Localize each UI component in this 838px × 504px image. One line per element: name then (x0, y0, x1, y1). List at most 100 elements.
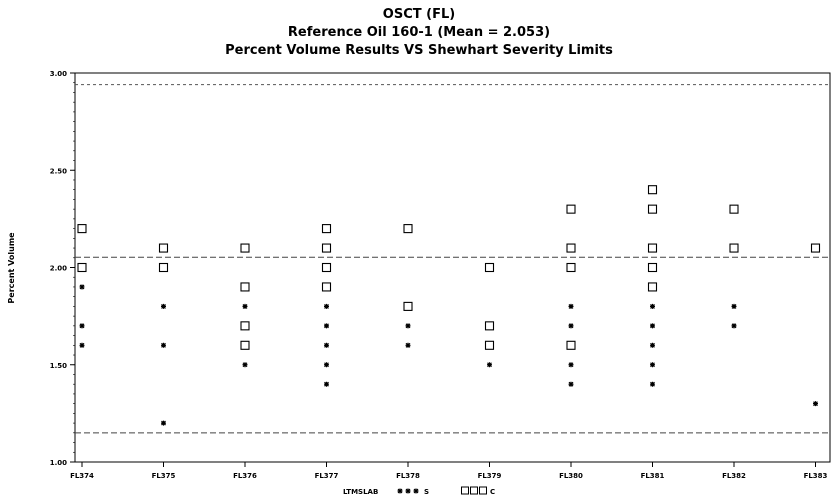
star-stroke (79, 284, 85, 290)
point-C (77, 224, 87, 234)
legend-star-symbol (413, 488, 419, 494)
star-stroke (324, 342, 329, 348)
point-C (647, 185, 658, 195)
point-C (77, 262, 87, 273)
point-C (729, 204, 739, 214)
point-C (810, 243, 821, 253)
star-stroke (650, 303, 655, 309)
chart-subtitle-2: Percent Volume Results VS Shewhart Sever… (225, 43, 613, 58)
x-tick-label: FL374 (70, 472, 94, 480)
x-tick-label: FL376 (233, 472, 257, 480)
star-stroke (487, 362, 492, 368)
x-tick-label: FL382 (722, 472, 746, 480)
y-axis-label: Percent Volume (7, 232, 16, 304)
reference-lines (75, 84, 830, 434)
plot-frame (74, 72, 831, 463)
x-tick-label: FL377 (315, 472, 339, 480)
star-stroke (650, 362, 655, 368)
star-stroke (568, 362, 574, 368)
point-C (484, 262, 495, 273)
y-tick-label: 1.50 (50, 362, 67, 370)
point-C (566, 262, 576, 273)
star-stroke (324, 303, 329, 309)
star-stroke (161, 342, 166, 348)
legend-label-S: S (424, 488, 429, 496)
star-stroke (324, 362, 329, 368)
point-C (158, 262, 169, 273)
point-S (324, 303, 329, 309)
point-C (484, 321, 495, 331)
point-S (324, 381, 329, 387)
point-S (161, 420, 166, 426)
star-stroke (405, 488, 411, 494)
star-stroke (413, 488, 419, 494)
point-S (568, 323, 574, 329)
point-C (647, 204, 658, 214)
point-C (321, 282, 332, 292)
point-C (566, 243, 576, 253)
legend-star-symbol (405, 488, 411, 494)
point-S (487, 362, 492, 368)
point-S (161, 342, 166, 348)
point-C (403, 224, 413, 234)
point-S (650, 342, 655, 348)
point-C (403, 301, 413, 311)
point-S (161, 303, 166, 309)
point-C (566, 204, 576, 214)
star-stroke (568, 323, 574, 329)
star-stroke (731, 303, 737, 309)
x-tick-label: FL380 (559, 472, 583, 480)
point-C (321, 224, 332, 234)
plot-border (74, 72, 831, 463)
legend-title: LTMSLAB (343, 488, 378, 496)
star-stroke (405, 342, 411, 348)
point-S (568, 381, 574, 387)
star-stroke (242, 303, 248, 309)
star-stroke (405, 323, 411, 329)
point-C (566, 340, 576, 350)
star-stroke (568, 303, 574, 309)
legend-star-symbol (397, 488, 403, 494)
y-tick-label: 2.50 (50, 167, 67, 175)
point-S (731, 303, 737, 309)
star-stroke (731, 323, 737, 329)
star-stroke (650, 342, 655, 348)
chart-title: OSCT (FL) (382, 7, 456, 22)
point-C (240, 340, 250, 350)
point-S (568, 362, 574, 368)
point-C (647, 282, 658, 292)
point-C (240, 243, 250, 253)
point-C (484, 340, 495, 350)
data-marks (77, 185, 821, 494)
point-S (650, 303, 655, 309)
star-stroke (568, 381, 574, 387)
point-S (568, 303, 574, 309)
star-stroke (324, 381, 329, 387)
point-C (647, 243, 658, 253)
point-C (158, 243, 169, 253)
point-S (405, 342, 411, 348)
point-C (647, 262, 658, 273)
axes: 1.00 1.50 2.00 2.50 3.00 FL374 FL375 FL376 FL377… (50, 70, 828, 480)
star-stroke (79, 323, 85, 329)
legend-square-symbol (479, 486, 487, 495)
point-S (650, 323, 655, 329)
legend-square-symbol (461, 486, 469, 495)
point-S (242, 362, 248, 368)
x-tick-label: FL379 (478, 472, 502, 480)
x-tick-label: FL381 (641, 472, 665, 480)
point-S (813, 401, 818, 407)
point-S (242, 303, 248, 309)
point-S (79, 342, 85, 348)
chart-subtitle-1: Reference Oil 160-1 (Mean = 2.053) (287, 25, 551, 40)
star-stroke (161, 420, 166, 426)
x-tick-label: FL383 (804, 472, 828, 480)
y-tick-label: 1.00 (50, 459, 67, 467)
x-tick-label: FL378 (396, 472, 420, 480)
point-S (324, 323, 329, 329)
point-S (650, 381, 655, 387)
point-S (79, 323, 85, 329)
point-C (321, 243, 332, 253)
